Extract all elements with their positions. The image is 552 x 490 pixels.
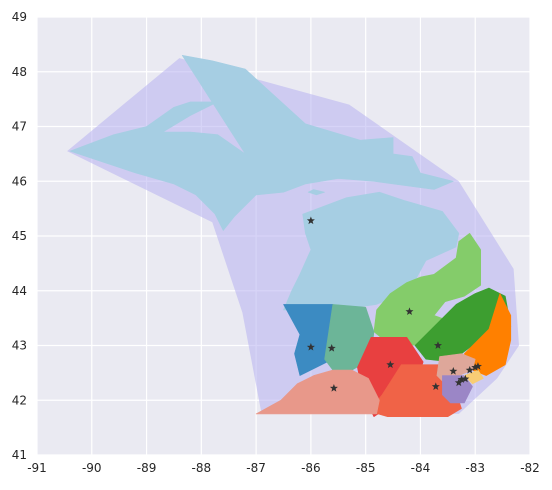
y-tick-label: 45 <box>12 229 27 243</box>
y-tick-label: 41 <box>12 448 27 462</box>
x-tick-label: -91 <box>27 461 47 475</box>
centroid-star-6 <box>449 367 458 375</box>
region-10 <box>255 369 380 415</box>
centroid-star-9 <box>465 365 474 374</box>
y-tick-label: 48 <box>12 65 27 79</box>
y-tick-label: 49 <box>12 10 27 24</box>
centroid-star-8 <box>473 362 482 370</box>
y-tick-label: 47 <box>12 120 27 134</box>
y-tick-label: 42 <box>12 393 27 407</box>
centroid-star-14 <box>329 384 338 392</box>
x-tick-label: -83 <box>465 461 485 475</box>
centroid-star-0 <box>306 216 315 225</box>
centroid-star-11 <box>461 374 470 383</box>
y-tick-label: 43 <box>12 339 27 353</box>
centroid-star-13 <box>431 382 440 390</box>
y-tick-label: 46 <box>12 174 27 188</box>
centroid-star-5 <box>386 360 395 369</box>
region-0 <box>69 54 454 231</box>
x-tick-label: -85 <box>356 461 376 475</box>
region-13 <box>463 369 484 385</box>
centroid-star-7 <box>471 363 480 371</box>
x-tick-label: -88 <box>192 461 212 475</box>
centroid-star-10 <box>457 375 466 383</box>
x-tick-label: -87 <box>246 461 266 475</box>
centroid-star-1 <box>405 307 414 315</box>
x-tick-label: -89 <box>137 461 157 475</box>
centroid-star-2 <box>433 341 442 349</box>
centroid-markers <box>306 216 482 392</box>
region-2 <box>307 189 325 196</box>
x-tick-label: -90 <box>82 461 102 475</box>
centroid-star-3 <box>306 342 315 351</box>
x-tick-label: -86 <box>301 461 321 475</box>
axis-ticks: -91 -90 -89 -88 -87 -86 -85 -84 -83 -82 41 42 43 44 45… <box>12 10 540 475</box>
region-5 <box>463 293 512 376</box>
x-tick-label: -82 <box>520 461 540 475</box>
y-tick-label: 44 <box>12 284 27 298</box>
centroid-star-12 <box>454 378 463 387</box>
centroid-star-4 <box>327 344 336 352</box>
x-tick-label: -84 <box>411 461 431 475</box>
district-regions <box>69 54 512 418</box>
